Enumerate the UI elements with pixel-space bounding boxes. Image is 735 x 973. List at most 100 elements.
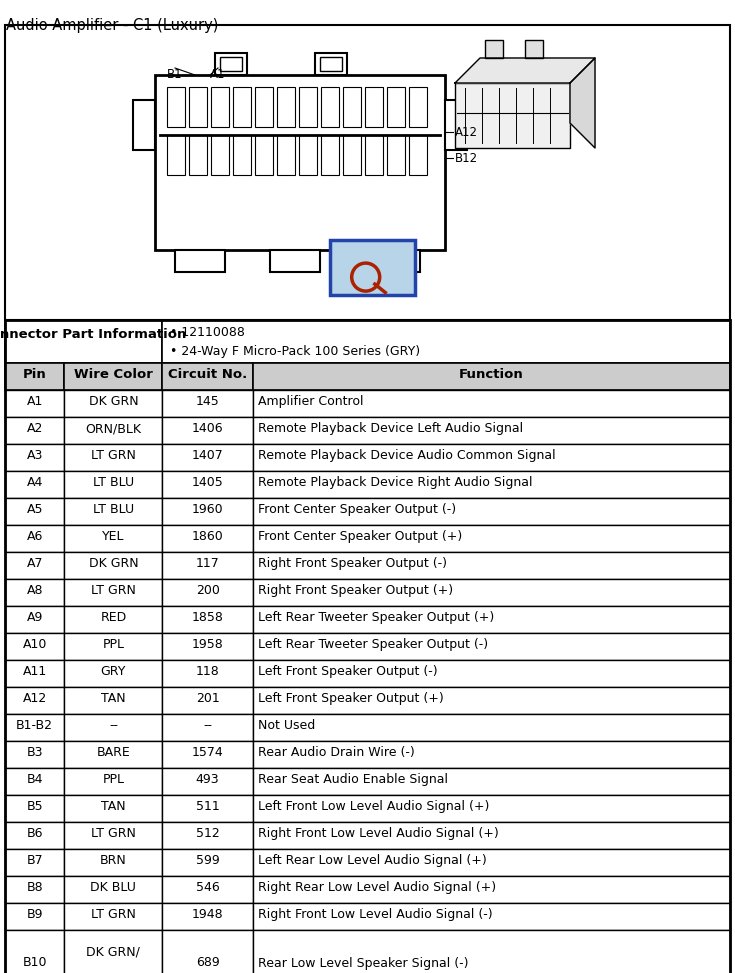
- Text: B12: B12: [455, 152, 478, 164]
- Text: B7: B7: [26, 854, 43, 867]
- Text: LT GRN: LT GRN: [91, 827, 136, 840]
- Bar: [299, 87, 317, 127]
- Bar: [65, 795, 162, 822]
- Text: 201: 201: [196, 692, 220, 705]
- Text: LT BLU: LT BLU: [93, 476, 134, 489]
- Text: Right Front Speaker Output (+): Right Front Speaker Output (+): [258, 584, 453, 597]
- Text: Remote Playback Device Left Audio Signal: Remote Playback Device Left Audio Signal: [258, 422, 523, 435]
- Text: 1858: 1858: [192, 611, 223, 624]
- Bar: [321, 87, 339, 127]
- Text: BRN: BRN: [100, 854, 126, 867]
- Bar: [5, 822, 65, 849]
- Bar: [5, 606, 65, 633]
- Bar: [5, 320, 730, 973]
- Text: B9: B9: [26, 908, 43, 921]
- Bar: [211, 135, 229, 175]
- Text: • 24-Way F Micro-Pack 100 Series (GRY): • 24-Way F Micro-Pack 100 Series (GRY): [171, 344, 420, 357]
- Bar: [215, 53, 247, 75]
- Bar: [253, 579, 730, 606]
- Bar: [387, 87, 405, 127]
- Bar: [253, 552, 730, 579]
- Bar: [162, 444, 253, 471]
- Text: TAN: TAN: [101, 800, 126, 813]
- Bar: [365, 87, 383, 127]
- Text: 1958: 1958: [192, 638, 223, 651]
- Bar: [253, 768, 730, 795]
- Bar: [65, 363, 162, 390]
- Text: 1406: 1406: [192, 422, 223, 435]
- Text: PPL: PPL: [102, 773, 124, 786]
- Bar: [162, 714, 253, 741]
- Bar: [162, 471, 253, 498]
- Bar: [253, 417, 730, 444]
- Bar: [65, 930, 162, 973]
- Bar: [162, 579, 253, 606]
- Text: Right Front Low Level Audio Signal (+): Right Front Low Level Audio Signal (+): [258, 827, 499, 840]
- Text: B5: B5: [26, 800, 43, 813]
- Text: Function: Function: [459, 368, 524, 381]
- Text: A12: A12: [455, 126, 478, 138]
- Bar: [409, 87, 427, 127]
- Bar: [65, 714, 162, 741]
- Text: A4: A4: [26, 476, 43, 489]
- Bar: [162, 633, 253, 660]
- Bar: [277, 87, 295, 127]
- Text: Left Front Speaker Output (-): Left Front Speaker Output (-): [258, 665, 437, 678]
- Text: A8: A8: [26, 584, 43, 597]
- Text: • 12110088: • 12110088: [171, 327, 245, 340]
- Bar: [65, 552, 162, 579]
- Bar: [65, 579, 162, 606]
- Bar: [253, 930, 730, 973]
- Text: DK BLU: DK BLU: [90, 881, 136, 894]
- Bar: [253, 795, 730, 822]
- Text: WHT: WHT: [98, 971, 128, 973]
- Text: Remote Playback Device Audio Common Signal: Remote Playback Device Audio Common Sign…: [258, 449, 556, 462]
- Bar: [5, 741, 65, 768]
- Bar: [233, 87, 251, 127]
- Bar: [162, 363, 253, 390]
- Bar: [5, 417, 65, 444]
- Text: Amplifier Control: Amplifier Control: [258, 395, 363, 408]
- Bar: [220, 57, 242, 71]
- Bar: [162, 552, 253, 579]
- Bar: [5, 795, 65, 822]
- Bar: [175, 250, 225, 272]
- Text: 511: 511: [196, 800, 220, 813]
- Bar: [5, 552, 65, 579]
- Bar: [445, 100, 467, 150]
- Text: Left Rear Tweeter Speaker Output (+): Left Rear Tweeter Speaker Output (+): [258, 611, 494, 624]
- Text: A9: A9: [26, 611, 43, 624]
- Bar: [253, 525, 730, 552]
- Bar: [270, 250, 320, 272]
- Text: Rear Audio Drain Wire (-): Rear Audio Drain Wire (-): [258, 746, 415, 759]
- Bar: [277, 135, 295, 175]
- Text: A3: A3: [26, 449, 43, 462]
- Bar: [253, 606, 730, 633]
- Bar: [5, 660, 65, 687]
- Text: Left Rear Tweeter Speaker Output (-): Left Rear Tweeter Speaker Output (-): [258, 638, 488, 651]
- Bar: [5, 390, 65, 417]
- Text: LT GRN: LT GRN: [91, 449, 136, 462]
- Bar: [167, 135, 185, 175]
- Text: A7: A7: [26, 557, 43, 570]
- Text: 1948: 1948: [192, 908, 223, 921]
- Text: 1860: 1860: [192, 530, 223, 543]
- Bar: [5, 471, 65, 498]
- Text: LT GRN: LT GRN: [91, 584, 136, 597]
- Text: Remote Playback Device Right Audio Signal: Remote Playback Device Right Audio Signa…: [258, 476, 532, 489]
- Bar: [162, 903, 253, 930]
- Text: Connector Part Information: Connector Part Information: [0, 328, 187, 341]
- Bar: [253, 498, 730, 525]
- Text: Right Front Low Level Audio Signal (-): Right Front Low Level Audio Signal (-): [258, 908, 492, 921]
- Text: YEL: YEL: [102, 530, 125, 543]
- Bar: [65, 498, 162, 525]
- Text: A6: A6: [26, 530, 43, 543]
- Text: 1960: 1960: [192, 503, 223, 516]
- Bar: [5, 579, 65, 606]
- Bar: [5, 525, 65, 552]
- Bar: [162, 822, 253, 849]
- Text: B1-B2: B1-B2: [16, 719, 53, 732]
- Bar: [370, 250, 420, 272]
- Bar: [65, 768, 162, 795]
- Text: B3: B3: [26, 746, 43, 759]
